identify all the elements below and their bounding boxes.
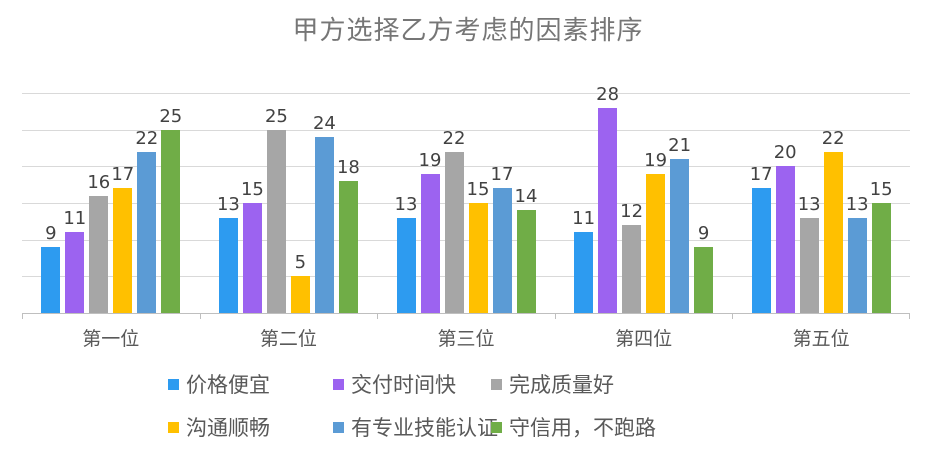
bar-第二位-完成质量好 <box>266 129 286 313</box>
data-label: 9 <box>697 223 710 244</box>
bar-第二位-沟通顺畅 <box>290 276 310 313</box>
bar-第三位-完成质量好 <box>444 151 464 313</box>
bar-第一位-价格便宜 <box>41 247 61 313</box>
data-label: 15 <box>869 179 893 200</box>
data-label: 17 <box>490 164 514 186</box>
axis-tick <box>909 313 910 319</box>
plot-area: 9 11 16 17 22 25 13 15 25 5 24 18 13 19 22 15 17 14 11 28 12… <box>22 85 910 350</box>
data-label: 25 <box>264 105 288 127</box>
bar-第五位-价格便宜 <box>751 188 771 313</box>
data-label: 13 <box>394 193 418 215</box>
category-label-第二位: 第二位 <box>259 328 317 350</box>
bar-第五位-交付时间快 <box>775 166 795 313</box>
axis-tick <box>377 313 379 319</box>
legend-label: 有专业技能认证 <box>351 416 498 440</box>
gridline <box>22 129 910 131</box>
data-label: 19 <box>418 149 442 171</box>
data-label: 22 <box>821 127 845 149</box>
axis-tick <box>732 313 734 319</box>
bar-第三位-交付时间快 <box>420 173 440 313</box>
legend-swatch-icon <box>491 421 502 433</box>
bar-第二位-交付时间快 <box>242 203 262 313</box>
legend-swatch-icon <box>168 378 179 390</box>
data-label: 15 <box>240 179 264 200</box>
data-label: 22 <box>135 127 159 149</box>
data-label: 28 <box>596 83 620 105</box>
data-label: 13 <box>797 193 821 215</box>
data-label: 17 <box>111 164 135 186</box>
bar-第四位-价格便宜 <box>574 232 594 313</box>
data-label: 13 <box>216 193 240 215</box>
gridline <box>22 276 910 278</box>
data-label: 5 <box>294 252 307 274</box>
legend-swatch-icon <box>168 421 179 433</box>
legend-swatch-icon <box>333 378 344 390</box>
legend-swatch-icon <box>333 421 344 433</box>
bar-第五位-沟通顺畅 <box>823 151 843 313</box>
x-axis-line <box>22 313 910 314</box>
bar-第一位-守信用，不跑路 <box>161 129 181 313</box>
bar-第一位-沟通顺畅 <box>113 188 133 313</box>
legend-item-完成质量好: 完成质量好 <box>491 369 656 399</box>
data-label: 16 <box>87 171 111 193</box>
bar-第五位-有专业技能认证 <box>847 217 867 313</box>
legend-label: 交付时间快 <box>351 373 456 397</box>
bar-第二位-有专业技能认证 <box>314 137 334 313</box>
legend-label: 价格便宜 <box>186 373 270 397</box>
gridline <box>22 203 910 204</box>
data-label: 22 <box>442 127 466 149</box>
legend-item-价格便宜: 价格便宜 <box>168 369 333 399</box>
bar-第四位-守信用，不跑路 <box>694 247 714 313</box>
bar-第四位-交付时间快 <box>598 107 618 313</box>
data-label: 9 <box>45 223 57 244</box>
bar-第一位-交付时间快 <box>65 232 85 313</box>
bar-第四位-沟通顺畅 <box>646 173 666 313</box>
gridline <box>22 93 910 94</box>
legend-label: 沟通顺畅 <box>186 416 270 440</box>
axis-tick <box>554 313 556 319</box>
axis-tick <box>22 313 23 319</box>
category-label-第四位: 第四位 <box>615 328 673 350</box>
bar-第五位-守信用，不跑路 <box>871 203 891 313</box>
data-label: 11 <box>572 208 596 230</box>
axis-tick <box>199 313 201 319</box>
gridline <box>22 239 910 241</box>
bar-第四位-有专业技能认证 <box>670 159 690 313</box>
bar-第三位-价格便宜 <box>396 217 416 313</box>
bar-第五位-完成质量好 <box>799 217 819 313</box>
data-label: 18 <box>336 157 360 178</box>
legend: 价格便宜 交付时间快 完成质量好沟通顺畅 有专业技能认证 守信用，不跑路 <box>168 369 656 442</box>
data-label: 15 <box>466 179 490 200</box>
data-label: 19 <box>644 149 668 171</box>
legend-item-有专业技能认证: 有专业技能认证 <box>333 412 498 442</box>
bar-第三位-有专业技能认证 <box>492 188 512 313</box>
data-label: 17 <box>749 164 773 186</box>
data-label: 12 <box>620 201 644 222</box>
category-label-第三位: 第三位 <box>437 328 495 350</box>
data-label: 25 <box>159 105 183 127</box>
legend-swatch-icon <box>491 378 502 390</box>
bar-第四位-完成质量好 <box>622 225 642 313</box>
bar-第二位-守信用，不跑路 <box>338 181 358 313</box>
bar-第一位-完成质量好 <box>89 195 109 313</box>
chart-title: 甲方选择乙方考虑的因素排序 <box>292 16 644 46</box>
category-label-第五位: 第五位 <box>792 328 850 350</box>
data-label: 21 <box>668 135 692 156</box>
data-label: 11 <box>63 208 87 230</box>
bar-第一位-有专业技能认证 <box>137 151 157 313</box>
data-label: 13 <box>845 193 869 215</box>
legend-label: 完成质量好 <box>509 373 614 397</box>
bar-第二位-价格便宜 <box>218 217 238 313</box>
legend-item-守信用，不跑路: 守信用，不跑路 <box>491 412 656 442</box>
data-label: 14 <box>514 186 538 208</box>
gridline <box>22 166 910 168</box>
legend-item-沟通顺畅: 沟通顺畅 <box>168 412 333 442</box>
data-label: 24 <box>312 113 336 134</box>
category-label-第一位: 第一位 <box>82 328 140 350</box>
legend-label: 守信用，不跑路 <box>509 416 656 440</box>
bar-第三位-沟通顺畅 <box>468 203 488 313</box>
bar-第三位-守信用，不跑路 <box>516 210 536 313</box>
data-label: 20 <box>773 142 797 164</box>
legend-item-交付时间快: 交付时间快 <box>333 369 491 399</box>
